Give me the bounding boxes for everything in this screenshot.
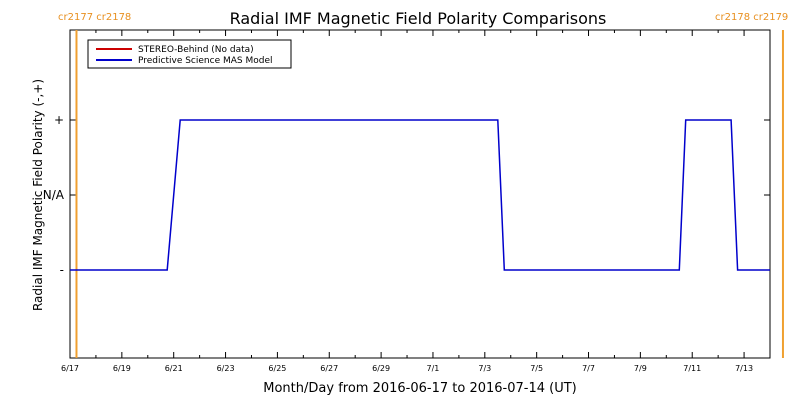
x-tick-label: 6/29: [372, 364, 390, 373]
x-tick-label: 7/11: [683, 364, 701, 373]
x-tick-label: 6/21: [165, 364, 183, 373]
x-tick-label: 7/1: [427, 364, 440, 373]
chart-title: Radial IMF Magnetic Field Polarity Compa…: [230, 9, 607, 28]
x-tick-label: 6/17: [61, 364, 79, 373]
x-axis: 6/17 6/19 6/21 6/23 6/25 6/27 6/29 7/1 7/3 7/5 7/7…: [61, 30, 753, 373]
x-tick-label: 6/19: [113, 364, 131, 373]
carrington-label-right: cr2178 cr2179: [715, 12, 789, 23]
x-tick-label: 7/3: [478, 364, 491, 373]
y-axis-label: Radial IMF Magnetic Field Polarity (-,+): [31, 79, 45, 311]
x-tick-label: 7/9: [634, 364, 647, 373]
x-tick-label: 6/23: [217, 364, 235, 373]
carrington-boundaries: [75, 30, 784, 358]
x-tick-label: 6/25: [268, 364, 286, 373]
x-tick-label: 6/27: [320, 364, 338, 373]
series-layer: [70, 119, 770, 271]
legend-label-stereo: STEREO-Behind (No data): [138, 45, 254, 55]
x-tick-label: 7/13: [735, 364, 753, 373]
legend-label-mas: Predictive Science MAS Model: [138, 56, 273, 66]
y-tick-label: +: [54, 113, 64, 127]
y-tick-label: -: [60, 263, 64, 277]
x-axis-label: Month/Day from 2016-06-17 to 2016-07-14 …: [263, 381, 576, 396]
carrington-label-left: cr2177 cr2178: [58, 12, 132, 23]
x-tick-label: 7/7: [582, 364, 595, 373]
legend: STEREO-Behind (No data) Predictive Scien…: [87, 39, 292, 69]
y-tick-label: N/A: [43, 188, 65, 202]
series-line-mas: [70, 119, 770, 271]
plot-frame: [69, 29, 771, 359]
y-axis: + N/A -: [43, 113, 770, 277]
legend-box: [87, 39, 292, 69]
x-tick-label: 7/5: [530, 364, 543, 373]
